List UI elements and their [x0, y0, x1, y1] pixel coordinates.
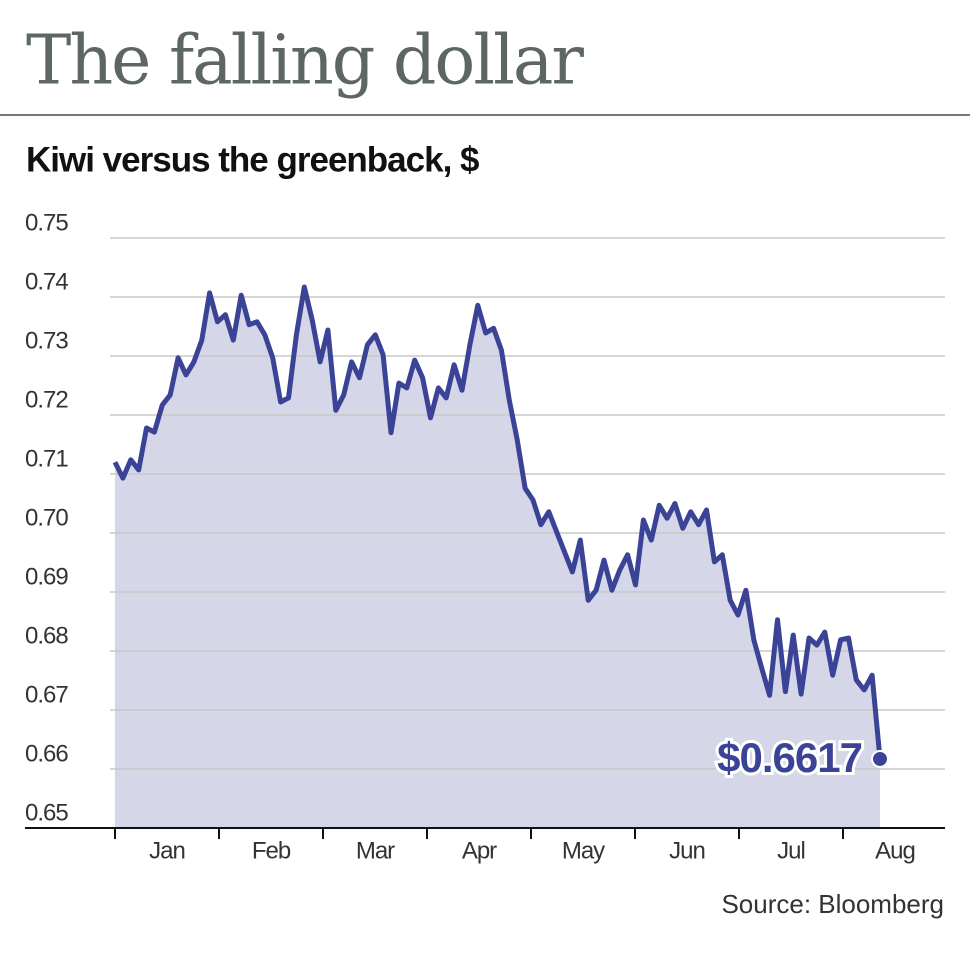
y-tick-label: 0.74	[25, 268, 68, 295]
x-tick-label: Aug	[875, 837, 915, 864]
area	[115, 287, 880, 828]
y-tick-label: 0.70	[25, 504, 68, 531]
y-tick-label: 0.67	[25, 681, 68, 708]
value-label: $0.6617	[717, 734, 862, 781]
source: Source: Bloomberg	[721, 889, 944, 919]
x-tick-label: Jun	[669, 837, 705, 864]
line	[112, 284, 883, 760]
chart-subtitle: Kiwi versus the greenback, $	[26, 140, 479, 179]
y-tick-label: 0.71	[25, 445, 68, 472]
x-tick-label: Apr	[462, 837, 497, 864]
y-tick-label: 0.66	[25, 740, 68, 767]
chart-title: The falling dollar	[26, 22, 584, 101]
y-tick-label: 0.72	[25, 386, 68, 413]
x-tick-label: Mar	[356, 837, 395, 864]
y-tick-label: 0.68	[25, 622, 68, 649]
x-tick-label: Feb	[252, 837, 291, 864]
y-tick-label: 0.65	[25, 799, 68, 826]
x-tick-label: May	[562, 837, 605, 864]
end-point	[871, 749, 889, 768]
x-tick-label: Jan	[149, 837, 185, 864]
y-tick-label: 0.73	[25, 327, 68, 354]
y-tick-label: 0.69	[25, 563, 68, 590]
y-tick-label: 0.75	[25, 209, 68, 236]
x-tick-label: Jul	[777, 837, 805, 864]
